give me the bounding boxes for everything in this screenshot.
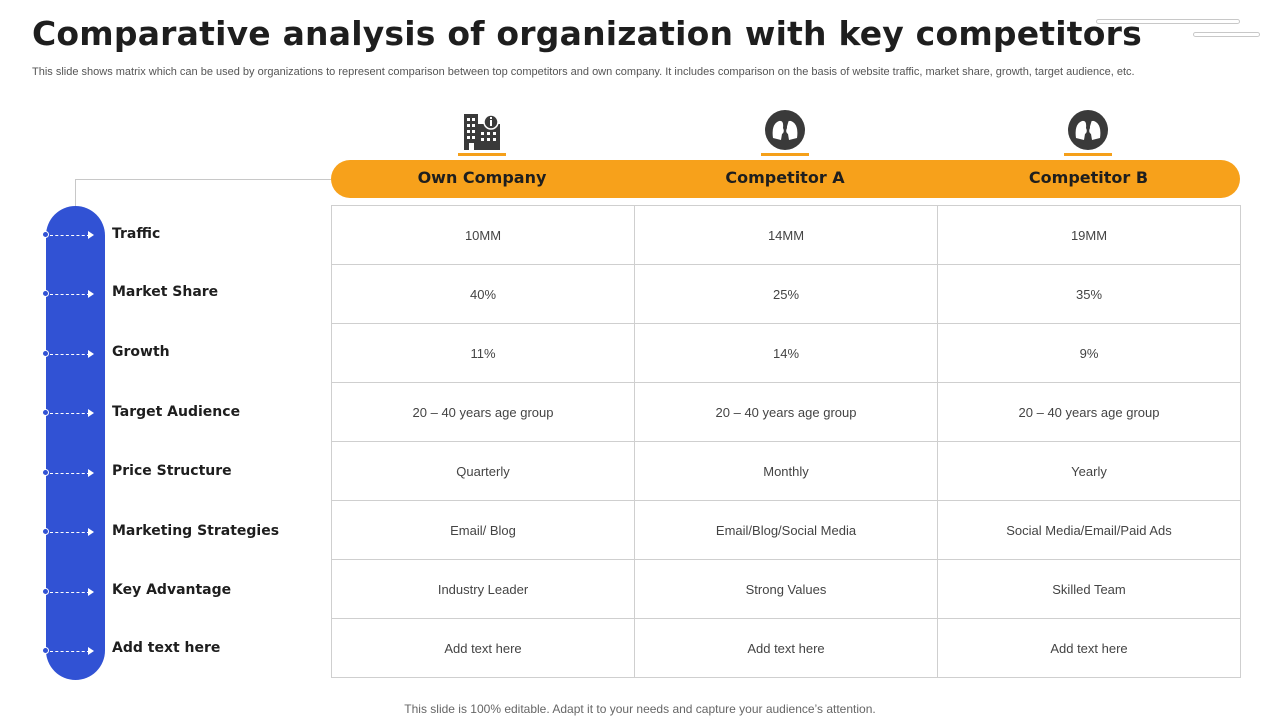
arrow-right-icon	[88, 469, 94, 477]
table-cell: Add text here	[634, 618, 938, 678]
table-cell: Email/ Blog	[331, 500, 635, 560]
connector-line	[75, 179, 331, 180]
table-cell: 10MM	[331, 205, 635, 265]
row-label-market-share: Market Share	[112, 284, 219, 300]
arrow-right-icon	[88, 647, 94, 655]
row-marker-dash	[50, 354, 90, 355]
table-cell: 14%	[634, 323, 938, 383]
arrow-right-icon	[88, 231, 94, 239]
table-cell: Add text here	[937, 618, 1241, 678]
row-marker-dash	[50, 413, 90, 414]
own-company-icon-group	[452, 108, 512, 156]
competitor-heads-icon	[765, 110, 805, 150]
table-cell: 11%	[331, 323, 635, 383]
table-row: 40% 25% 35%	[331, 264, 1241, 324]
table-cell: Social Media/Email/Paid Ads	[937, 500, 1241, 560]
table-cell: 9%	[937, 323, 1241, 383]
row-marker-dash	[50, 651, 90, 652]
arrow-right-icon	[88, 528, 94, 536]
row-marker-dash	[50, 532, 90, 533]
competitor-b-icon-group	[1058, 108, 1118, 156]
table-cell: Monthly	[634, 441, 938, 501]
icon-underline	[761, 153, 809, 156]
table-row: Quarterly Monthly Yearly	[331, 441, 1241, 501]
competitor-a-icon-group	[755, 108, 815, 156]
slide-subtitle: This slide shows matrix which can be use…	[32, 66, 1135, 78]
table-cell: 19MM	[937, 205, 1241, 265]
table-cell: Email/Blog/Social Media	[634, 500, 938, 560]
row-marker-dash	[50, 592, 90, 593]
column-header-own-company: Own Company	[417, 168, 547, 187]
row-label-growth: Growth	[112, 344, 170, 360]
row-label-key-advantage: Key Advantage	[112, 582, 232, 598]
table-cell: Yearly	[937, 441, 1241, 501]
row-marker-dot	[42, 350, 49, 357]
connector-line	[75, 179, 76, 207]
table-cell: 40%	[331, 264, 635, 324]
arrow-right-icon	[88, 290, 94, 298]
table-cell: 20 – 40 years age group	[937, 382, 1241, 442]
table-row: 20 – 40 years age group 20 – 40 years ag…	[331, 382, 1241, 442]
table-cell: 35%	[937, 264, 1241, 324]
row-label-price-structure: Price Structure	[112, 463, 232, 479]
row-marker-dot	[42, 528, 49, 535]
icon-underline	[458, 153, 506, 156]
row-marker-dot	[42, 409, 49, 416]
row-label-traffic: Traffic	[112, 226, 161, 242]
comparison-table: 10MM 14MM 19MM 40% 25% 35% 11% 14% 9% 20…	[331, 205, 1241, 678]
row-marker-dot	[42, 469, 49, 476]
column-header-bar: Own Company Competitor A Competitor B	[331, 160, 1240, 198]
row-marker-dash	[50, 294, 90, 295]
row-marker-dot	[42, 290, 49, 297]
table-cell: Strong Values	[634, 559, 938, 619]
competitor-heads-icon	[1068, 110, 1108, 150]
row-label-add-text: Add text here	[112, 640, 221, 656]
table-cell: Quarterly	[331, 441, 635, 501]
table-row: Industry Leader Strong Values Skilled Te…	[331, 559, 1241, 619]
slide-title: Comparative analysis of organization wit…	[32, 14, 1142, 53]
row-marker-pill	[42, 206, 105, 680]
row-label-target-audience: Target Audience	[112, 404, 241, 420]
decorative-bar	[1193, 32, 1260, 37]
column-header-competitor-a: Competitor A	[725, 168, 845, 187]
row-marker-dot	[42, 231, 49, 238]
arrow-right-icon	[88, 588, 94, 596]
table-cell: Add text here	[331, 618, 635, 678]
icon-underline	[1064, 153, 1112, 156]
arrow-right-icon	[88, 350, 94, 358]
table-cell: 20 – 40 years age group	[634, 382, 938, 442]
table-cell: Skilled Team	[937, 559, 1241, 619]
row-marker-dash	[50, 235, 90, 236]
table-row: 10MM 14MM 19MM	[331, 205, 1241, 265]
decorative-bar	[1096, 19, 1240, 24]
table-row: Add text here Add text here Add text her…	[331, 618, 1241, 678]
row-label-marketing-strategies: Marketing Strategies	[112, 523, 280, 539]
row-marker-dot	[42, 647, 49, 654]
arrow-right-icon	[88, 409, 94, 417]
slide-footer: This slide is 100% editable. Adapt it to…	[404, 702, 876, 716]
building-icon	[464, 114, 500, 150]
table-cell: 20 – 40 years age group	[331, 382, 635, 442]
table-row: Email/ Blog Email/Blog/Social Media Soci…	[331, 500, 1241, 560]
table-cell: 25%	[634, 264, 938, 324]
table-cell: Industry Leader	[331, 559, 635, 619]
row-marker-dot	[42, 588, 49, 595]
row-marker-dash	[50, 473, 90, 474]
column-header-competitor-b: Competitor B	[1028, 168, 1149, 187]
table-cell: 14MM	[634, 205, 938, 265]
table-row: 11% 14% 9%	[331, 323, 1241, 383]
